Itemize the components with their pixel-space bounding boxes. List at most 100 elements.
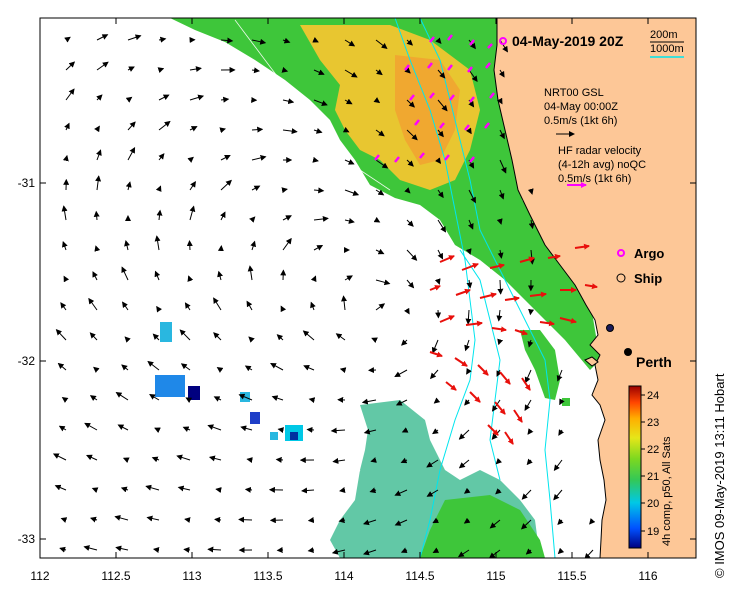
model-arrow (114, 514, 129, 521)
model-arrow (406, 159, 414, 167)
white-contours (234, 19, 391, 531)
radar-arrow (487, 424, 499, 436)
model-arrow (307, 547, 315, 554)
model-arrow (186, 240, 193, 251)
model-arrow (177, 485, 191, 492)
model-arrow (375, 303, 386, 311)
model-arrow (465, 248, 472, 255)
model-arrow (152, 547, 160, 553)
model-arrow (121, 266, 129, 281)
model-arrow (251, 67, 261, 74)
model-arrow (154, 270, 161, 281)
model-arrow (251, 185, 261, 192)
sst-speck-5 (250, 412, 260, 424)
x-tick-label: 115.5 (557, 569, 586, 583)
model-arrow (220, 179, 232, 191)
model-arrow (394, 369, 408, 377)
model-arrow (527, 428, 534, 435)
model-arrow (271, 395, 284, 401)
model-arrow (127, 121, 136, 131)
ship-legend-label: Ship (634, 271, 662, 286)
radar-arrow (465, 320, 483, 327)
model-arrow (400, 457, 408, 464)
model-arrow (121, 364, 129, 371)
model-arrow (584, 549, 594, 558)
argo-arrow (444, 154, 450, 161)
model-arrow (120, 486, 129, 493)
argo-arrow (469, 39, 475, 46)
model-arrow (465, 127, 472, 135)
model-arrow (61, 205, 68, 221)
model-arrow (154, 427, 161, 433)
model-arrow (65, 88, 75, 101)
model-arrow (464, 399, 471, 406)
radar-arrow (439, 255, 455, 263)
argo-arrow (374, 154, 380, 161)
sst-speck-2 (155, 375, 185, 397)
model-arrow (176, 454, 191, 461)
model-arrow (406, 249, 418, 261)
model-arrow (182, 426, 191, 433)
model-arrow (528, 219, 535, 230)
model-arrow (96, 94, 103, 101)
argo-arrow (447, 34, 453, 41)
model-arrow (457, 549, 470, 558)
model-arrow (310, 275, 317, 283)
model-arrow (303, 364, 315, 371)
model-arrow (90, 516, 98, 523)
model-arrow (404, 67, 411, 74)
model-arrow (91, 487, 99, 493)
model-arrow (156, 305, 163, 313)
model-arrow (280, 305, 287, 313)
model-arrow (406, 39, 413, 46)
colorbar-ticks: 19 20 21 22 23 24 (641, 390, 659, 538)
model-arrow (183, 546, 191, 553)
radar-arrow (521, 377, 531, 391)
model-arrow (344, 275, 353, 282)
model-arrow (189, 126, 198, 132)
model-arrow (370, 457, 377, 463)
model-arrow (147, 360, 160, 371)
model-arrow (59, 546, 67, 553)
argo-arrow (429, 36, 435, 43)
x-tick-label: 112 (30, 569, 49, 583)
model-arrow (524, 399, 532, 411)
model-arrow (61, 240, 68, 251)
model-arrow (339, 487, 346, 493)
model-arrow (63, 275, 70, 283)
model-arrow (491, 399, 501, 412)
model-arrow (115, 391, 129, 401)
model-arrow (331, 548, 346, 555)
model-arrow (122, 301, 129, 311)
title-argo-dot (499, 37, 507, 45)
sst-patch-warm-2 (395, 55, 460, 165)
model-arrow (127, 66, 135, 72)
model-arrow (332, 457, 346, 464)
model-arrow (301, 487, 315, 494)
model-arrow (557, 518, 564, 525)
model-arrow (249, 216, 256, 223)
model-arrow (437, 189, 444, 199)
argo-arrow (487, 43, 493, 49)
argo-arrow (427, 62, 433, 69)
radar-arrow (461, 262, 479, 271)
model-arrow (64, 36, 71, 43)
model-arrow (497, 279, 504, 295)
model-arrow (127, 146, 136, 161)
colorbar (628, 385, 642, 549)
argo-arrow (439, 122, 445, 129)
model-arrow (270, 363, 284, 371)
model-arrow (282, 128, 298, 135)
model-arrow (339, 367, 347, 374)
ship-legend-symbol (616, 273, 626, 283)
model-arrow (394, 489, 408, 496)
model-arrow (189, 181, 196, 191)
sst-speck-1 (160, 322, 172, 342)
model-arrow (57, 362, 67, 371)
model-arrow (282, 37, 291, 44)
radar-arrow (504, 295, 520, 302)
model-arrow (180, 363, 191, 371)
radar-arrow (513, 409, 523, 423)
model-arrow (435, 37, 442, 44)
